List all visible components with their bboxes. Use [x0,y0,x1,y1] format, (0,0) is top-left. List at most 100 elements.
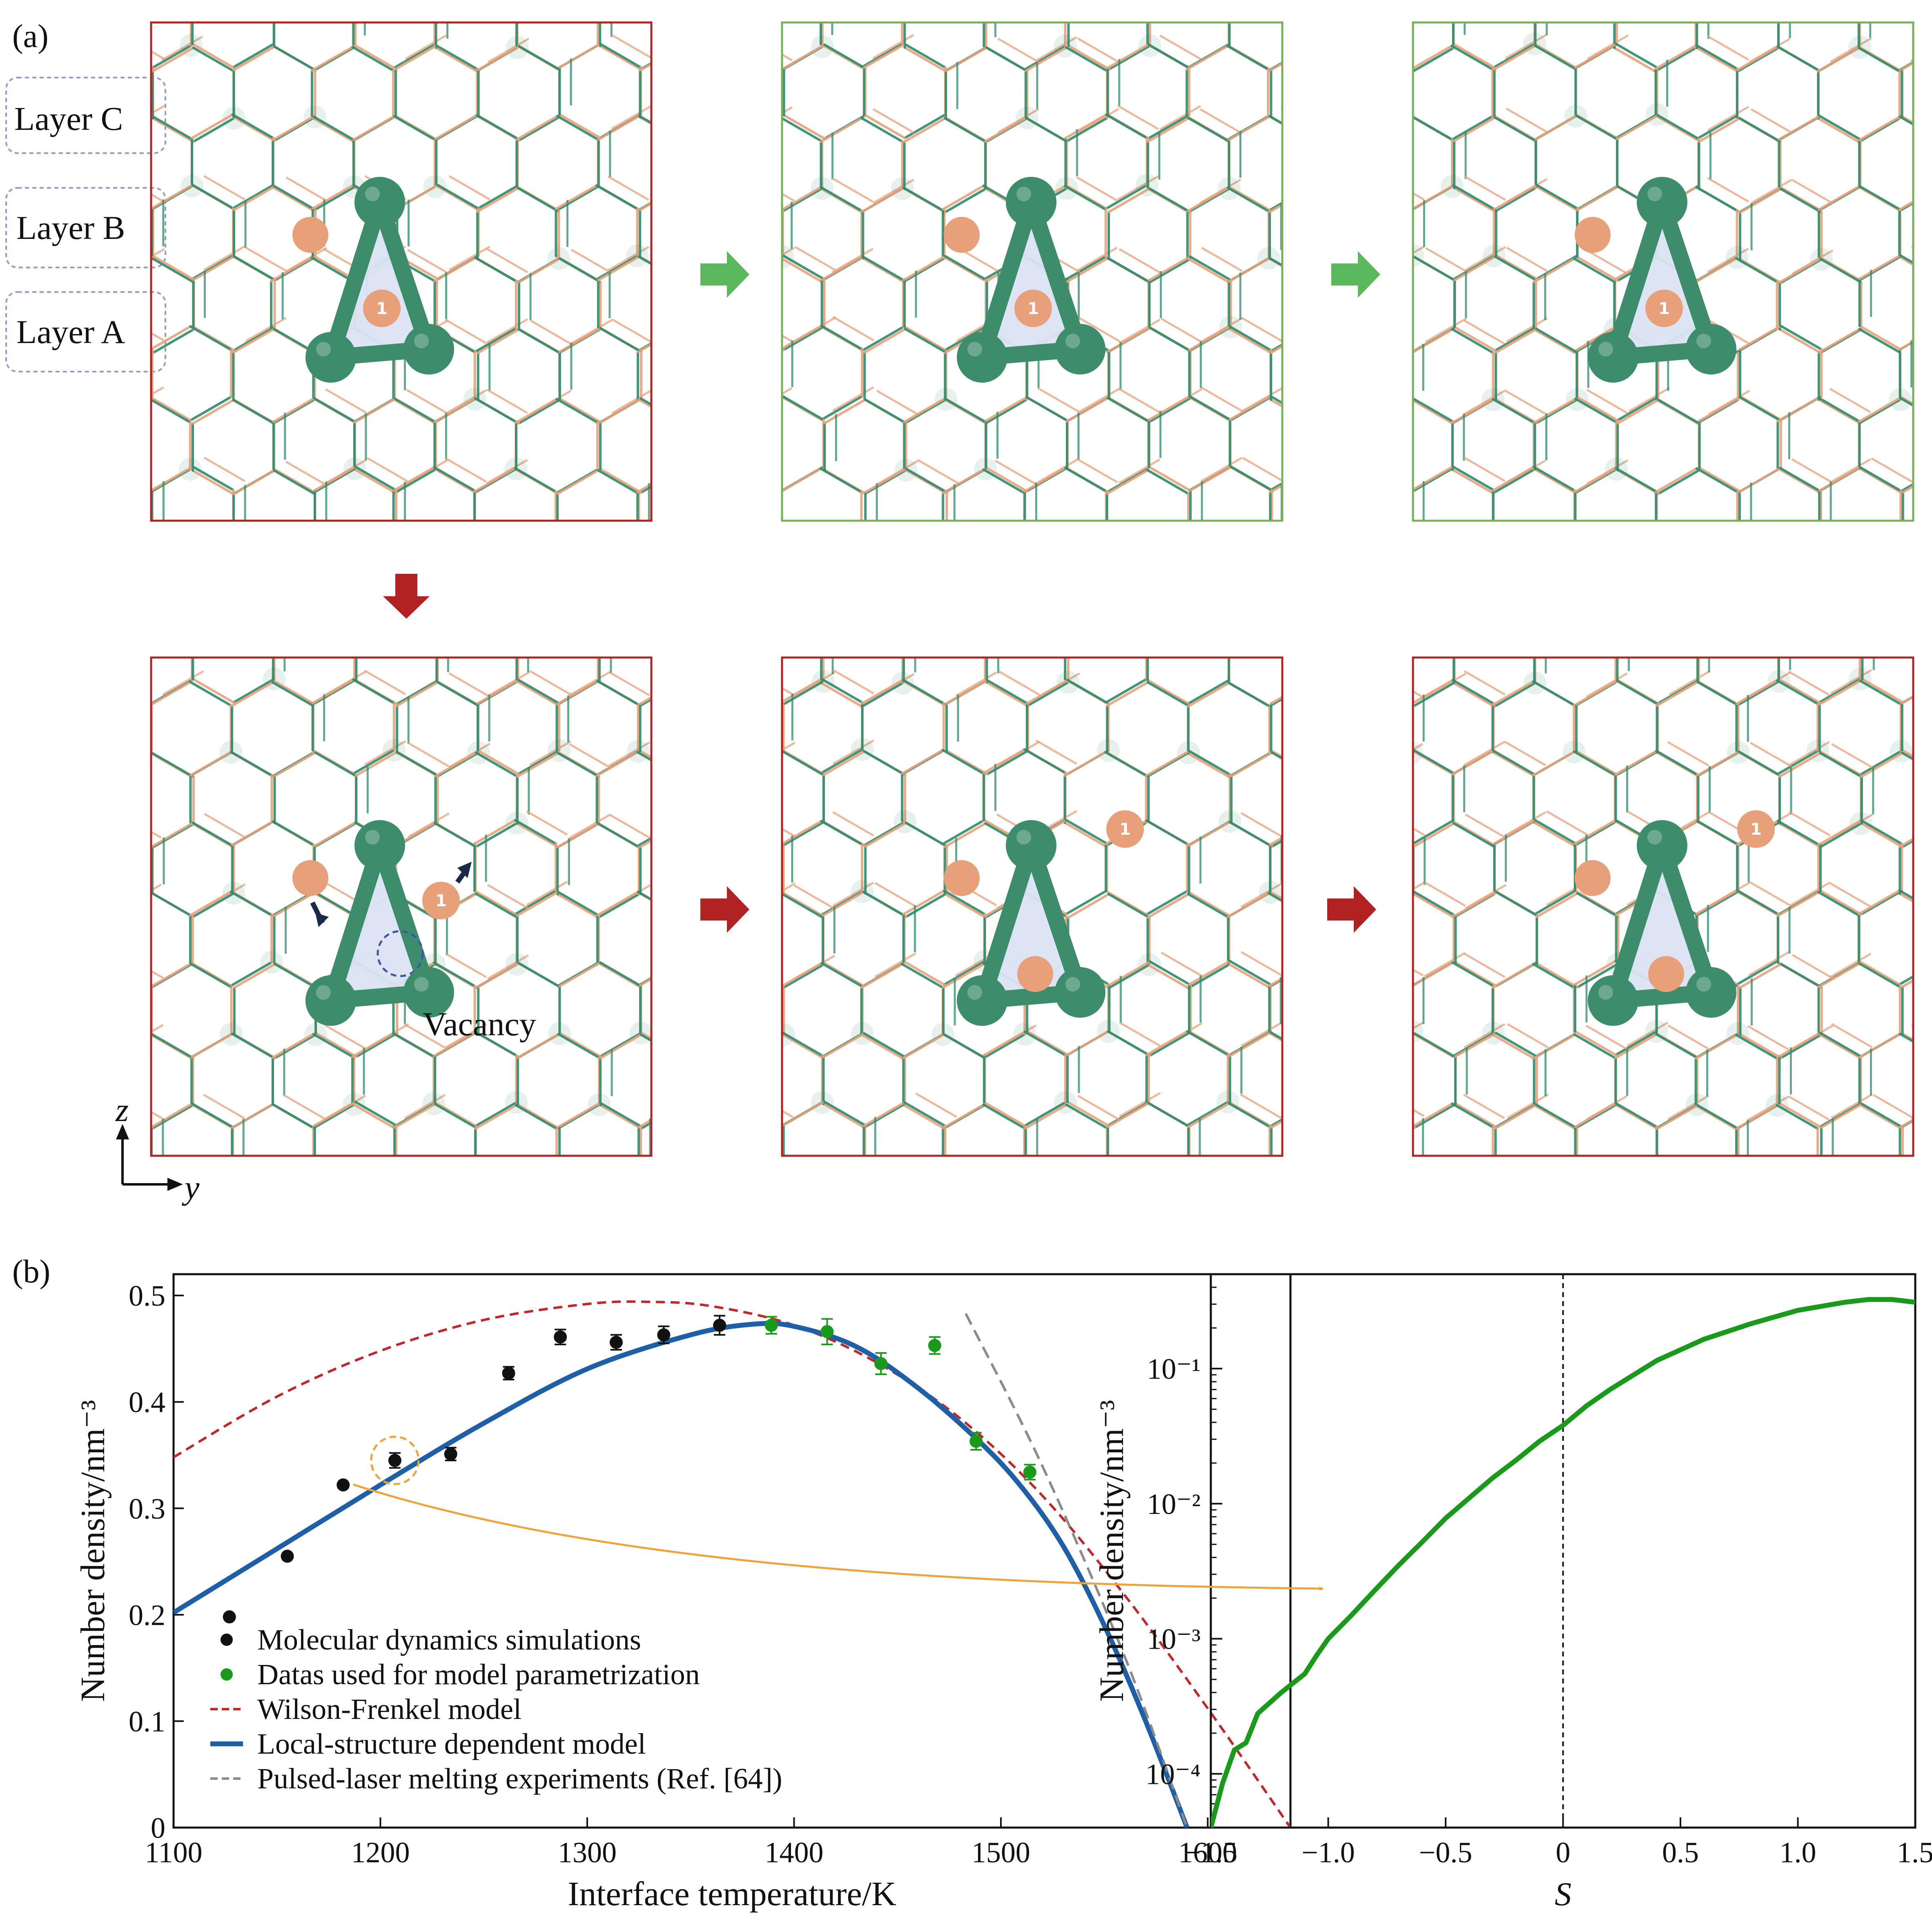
local-structure-1-1: 1 [292,177,454,383]
green-arrow-2 [1331,251,1380,298]
chart-left-axes-frame [172,1273,1292,1829]
data-point [764,1319,778,1332]
data-point [444,1447,457,1461]
local-structure-1-2: 1 [944,177,1105,383]
y-tick-label: 10⁻² [1147,1488,1201,1520]
y-tick-label: 10⁻⁴ [1145,1758,1201,1790]
site-1-badge: 1 [1119,820,1131,839]
green-arrow-1 [700,251,749,298]
snapshot-frame-2-2: 1 [781,656,1284,1157]
snapshot-frame-2-1: 1 [150,656,653,1157]
x-tick-label: 1300 [558,1836,617,1869]
chart-right-ylabel: Number density/nm⁻³ [1093,1400,1131,1702]
layer-b-box [5,187,166,268]
x-tick-label: −0.5 [1419,1836,1473,1869]
chart-right-xlabel: S [1555,1875,1571,1913]
data-point [1023,1465,1036,1479]
layer-c-box [5,77,166,154]
chart-left-plot: 1100 1200 1300 1400 1500 1600 0 0.1 0.2 0.3 0.4 0.5… [74,1273,1292,1913]
data-point [336,1478,350,1491]
data-point [820,1325,834,1338]
x-tick-label: 1100 [145,1836,202,1869]
site-1-badge: 1 [435,892,447,910]
site-1-badge: 1 [1750,820,1762,839]
y-tick-label: 0.2 [129,1599,165,1632]
legend-label: Molecular dynamics simulations [257,1623,641,1656]
local-structure-2-3: 1 [1575,810,1775,1026]
x-tick-label: 1.5 [1897,1836,1932,1869]
orange-atom [292,217,328,253]
layer-a-label: Layer A [16,313,125,350]
data-point [554,1330,567,1344]
chart-left-xlabel: Interface temperature/K [568,1875,896,1913]
y-axis-letter: y [182,1169,200,1206]
data-point [713,1319,726,1332]
snapshot-frame-1-1: 1 [150,21,653,522]
chart-left-ylabel: Number density/nm⁻³ [74,1400,112,1702]
legend-entry: Pulsed-laser melting experiments (Ref. [… [210,1762,782,1795]
y-tick-label: 0.3 [129,1492,165,1525]
site-1-badge: 1 [1027,299,1039,318]
connector-arrow [353,1483,1324,1591]
x-tick-label: −1.5 [1184,1836,1238,1869]
x-tick-label: 1.0 [1780,1836,1816,1869]
snapshot-frame-1-3: 1 [1412,21,1914,522]
layer-b-label: Layer B [16,209,125,246]
legend-entry: Wilson-Frenkel model [210,1693,521,1725]
layer-c-label: Layer C [14,100,123,137]
x-tick-label: −1.0 [1301,1836,1355,1869]
x-tick-label: 1400 [764,1836,823,1869]
data-point [609,1335,623,1349]
z-axis-letter: z [115,1091,129,1128]
orange-atom [292,860,328,896]
legend-label: Datas used for model parametrization [257,1658,700,1691]
local-structure-2-1: 1 [292,820,472,1026]
x-tick-label: 1600 [1178,1836,1237,1869]
chart-right-plot: −1.5 −1.0 −0.5 0 0.5 1.0 1.5 10⁻⁴ 10⁻³ 10⁻² 10⁻¹ S N… [1093,1273,1932,1913]
series-line [965,1313,1188,1828]
legend-entry: Molecular dynamics simulations [221,1623,641,1656]
data-point [388,1454,401,1467]
legend-label: Pulsed-laser melting experiments (Ref. [… [257,1762,782,1795]
x-tick-label: 1200 [351,1836,410,1869]
legend-label: Wilson-Frenkel model [257,1693,521,1725]
x-tick-label: 0 [1556,1836,1571,1869]
y-tick-label: 10⁻³ [1147,1623,1201,1656]
data-point [223,1610,236,1624]
red-arrow-1 [700,886,749,933]
site-1-badge: 1 [1658,299,1670,318]
snapshot-frame-2-3: 1 [1412,656,1914,1157]
data-point [928,1339,941,1352]
y-tick-label: 0.1 [129,1705,165,1738]
highlight-circle [370,1436,420,1485]
density-curve [1211,1297,1915,1828]
data-point [874,1357,888,1370]
layer-labels: Layer C Layer B Layer A [5,77,166,372]
axes-indicator: z y [115,1091,200,1206]
site-1-badge: 1 [376,299,388,318]
transition-arrows [383,251,1380,933]
orange-atom [944,860,980,896]
y-tick-label: 0 [151,1812,165,1844]
x-tick-label: 0.5 [1662,1836,1699,1869]
data-point [969,1435,983,1448]
legend-entry: Datas used for model parametrization [221,1658,700,1691]
y-tick-label: 0.5 [129,1280,165,1312]
data-point [657,1328,671,1342]
local-structure-2-2: 1 [944,810,1144,1026]
orange-atom [944,217,980,253]
red-arrow-down [383,574,430,619]
orange-atom [1575,860,1611,896]
panel-a-label: (a) [12,18,49,54]
local-structure-1-3: 1 [1575,177,1736,383]
vacancy-label: Vacancy [423,1005,536,1043]
legend-label: Local-structure dependent model [257,1728,646,1760]
data-point [502,1366,515,1380]
series-line [174,1321,1190,1828]
snapshot-frame-1-2: 1 [781,21,1284,522]
snapshot-frames: 1 1 1 1 1 1 [150,21,1914,1157]
panel-b-label: (b) [12,1254,50,1290]
x-tick-label: 1500 [972,1836,1030,1869]
orange-atom [1575,217,1611,253]
